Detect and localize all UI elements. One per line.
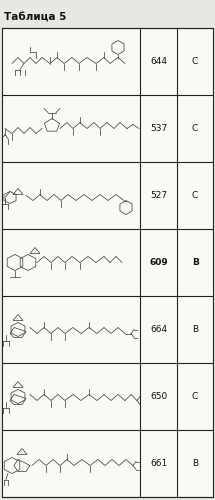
Text: 537: 537	[150, 124, 167, 133]
Text: 664: 664	[150, 325, 167, 334]
Bar	[2, 430, 213, 497]
Text: 609: 609	[149, 258, 168, 267]
Text: 650: 650	[150, 392, 167, 401]
Text: C: C	[192, 392, 198, 401]
Bar	[2, 162, 213, 229]
Bar	[2, 95, 213, 162]
Text: 644: 644	[150, 57, 167, 66]
Bar	[2, 363, 213, 430]
Text: B: B	[192, 258, 198, 267]
Text: B: B	[192, 459, 198, 468]
Text: C: C	[192, 57, 198, 66]
Text: C: C	[192, 191, 198, 200]
Text: B: B	[192, 325, 198, 334]
Bar	[2, 296, 213, 363]
Bar	[2, 28, 213, 95]
Bar	[2, 229, 213, 296]
Text: 527: 527	[150, 191, 167, 200]
Text: Таблица 5: Таблица 5	[4, 12, 66, 22]
Text: 661: 661	[150, 459, 167, 468]
Text: C: C	[192, 124, 198, 133]
